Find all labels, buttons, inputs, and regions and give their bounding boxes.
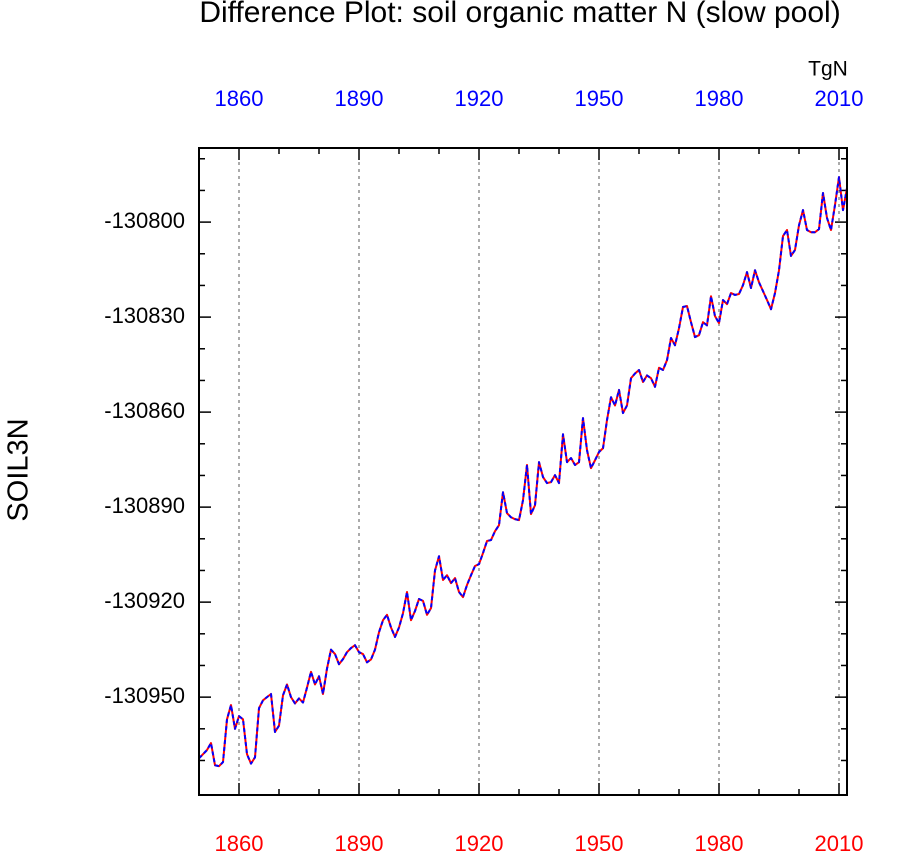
top-tick-label: 1950: [575, 86, 624, 111]
y-tick-label: -130950: [104, 683, 185, 708]
x-tick-label: 1950: [575, 831, 624, 856]
units-label: TgN: [808, 58, 848, 81]
top-tick-label: 1980: [695, 86, 744, 111]
y-tick-label: -130800: [104, 208, 185, 233]
x-tick-label: 1920: [455, 831, 504, 856]
x-tick-label: 1980: [695, 831, 744, 856]
data-line: [198, 176, 848, 768]
top-tick-label: 1860: [215, 86, 264, 111]
x-tick-label: 2010: [815, 831, 864, 856]
top-tick-label: 2010: [815, 86, 864, 111]
x-tick-label: 1860: [215, 831, 264, 856]
y-tick-label: -130860: [104, 398, 185, 423]
y-tick-label: -130920: [104, 588, 185, 613]
y-axis-label: SOIL3N: [3, 418, 35, 521]
chart-title: Difference Plot: soil organic matter N (…: [199, 0, 840, 29]
y-tick-label: -130890: [104, 493, 185, 518]
top-tick-label: 1920: [455, 86, 504, 111]
top-tick-label: 1890: [335, 86, 384, 111]
y-tick-label: -130830: [104, 303, 185, 328]
plot-frame: [198, 147, 848, 796]
data-line: [198, 176, 848, 768]
x-tick-label: 1890: [335, 831, 384, 856]
